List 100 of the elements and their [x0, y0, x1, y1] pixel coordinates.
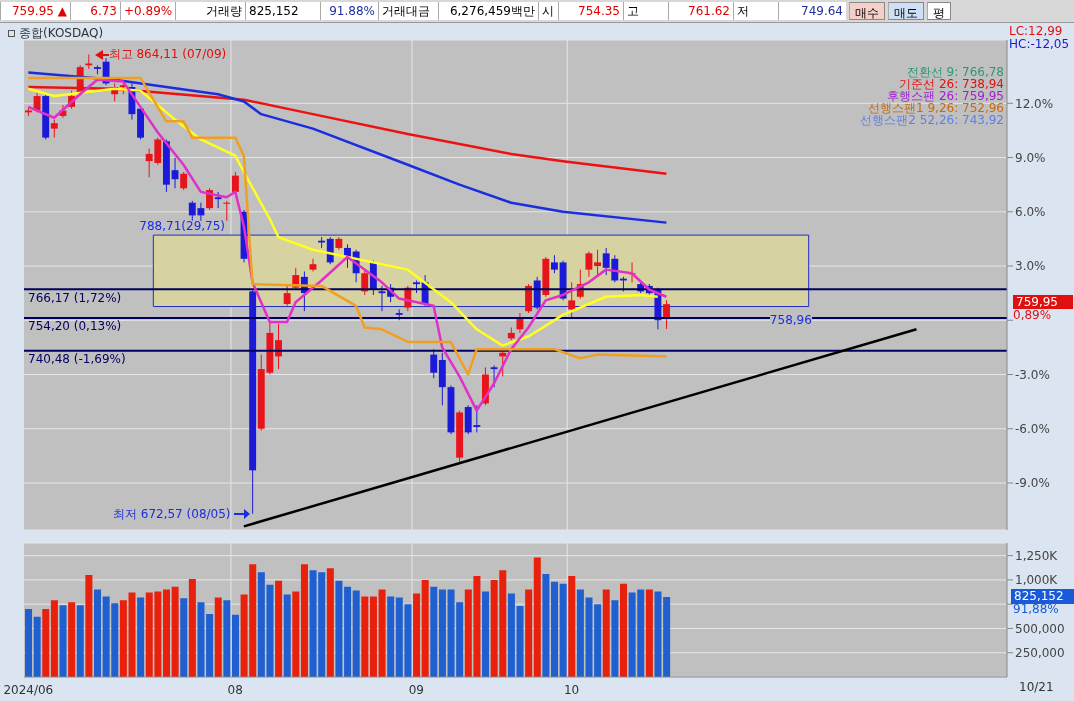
candlestick: [361, 269, 369, 296]
x-tick-label: 2024/06: [3, 682, 54, 697]
bar: [163, 589, 170, 677]
bar: [361, 596, 369, 677]
bar: [559, 583, 567, 677]
bar: [206, 613, 214, 677]
bar: [344, 586, 352, 677]
text: 매도: [888, 2, 924, 20]
text: 매수: [849, 2, 885, 20]
bar: [568, 576, 576, 677]
bar: [59, 605, 67, 677]
y-tick-label: 6.0%: [1015, 205, 1046, 220]
text: 754.35: [558, 2, 623, 20]
bar: [25, 609, 33, 677]
candlestick: [283, 285, 291, 307]
text: 6,276,459백만: [438, 2, 538, 20]
chart-title: 종합(KOSDAQ): [19, 25, 104, 42]
bar: [214, 597, 222, 677]
candlestick: [663, 299, 670, 330]
bar: [128, 592, 136, 677]
candlestick: [309, 258, 317, 272]
text: 825,152: [1011, 588, 1074, 604]
bar: [33, 616, 41, 677]
bar: [507, 593, 515, 677]
text: 거래대금: [378, 2, 438, 20]
candlestick: [568, 281, 576, 319]
bar: [76, 605, 84, 677]
y-tick-label: -3.0%: [1015, 367, 1050, 382]
bar: [430, 586, 438, 677]
text: 91,88%: [1013, 601, 1059, 616]
y-tick-label: 500,000: [1015, 621, 1065, 636]
bar: [352, 590, 360, 677]
text: 저: [733, 2, 778, 20]
ref-line-label: 754,20 (0,13%): [28, 319, 122, 334]
y-tick-label: -6.0%: [1015, 422, 1050, 437]
x-tick-label: 10: [563, 682, 580, 697]
bar: [275, 580, 283, 677]
bar: [645, 589, 653, 677]
annotation: 선행스팬1 9,26: 752,96: [867, 101, 1004, 115]
bar: [197, 602, 205, 677]
bar: [326, 568, 334, 677]
y-tick-label: 3.0%: [1015, 259, 1046, 274]
bar: [300, 564, 308, 677]
bar: [94, 589, 102, 677]
bar: [231, 614, 239, 677]
candlestick: [585, 251, 593, 278]
bar: [482, 591, 490, 677]
bar: [542, 574, 550, 677]
candlestick: [223, 200, 231, 222]
bar: [137, 597, 145, 677]
ref-line-label: 740,48 (-1,69%): [28, 352, 126, 367]
y-tick-label: 9.0%: [1015, 150, 1046, 165]
annotation: 기준선 26: 738,94: [899, 77, 1004, 91]
text: 749.64: [778, 2, 846, 20]
candlestick: [594, 249, 601, 276]
bar: [576, 589, 584, 677]
candlestick: [50, 119, 58, 139]
bar: [611, 600, 619, 677]
candlestick: [550, 254, 558, 274]
bar: [533, 557, 541, 677]
bar: [369, 596, 377, 677]
candlestick: [430, 348, 438, 379]
bar: [292, 591, 300, 677]
bar: [551, 581, 559, 677]
bar: [438, 589, 446, 677]
y-tick-label: 1,250K: [1015, 548, 1059, 563]
bar: [421, 579, 429, 677]
text: 91.88%: [320, 2, 378, 20]
y-tick-label: 12.0%: [1015, 96, 1054, 111]
text: 759.95 ▲: [0, 2, 70, 20]
text: 761.62: [668, 2, 733, 20]
y-tick-label: -9.0%: [1015, 476, 1050, 491]
ref-line-label: 766,17 (1,72%): [28, 290, 122, 305]
annotation: 최고 864,11 (07/09): [108, 46, 227, 64]
bar: [663, 596, 671, 677]
text: HC:-12,05: [1009, 37, 1070, 51]
bar: [119, 600, 127, 677]
bar: [413, 593, 421, 677]
bar: [283, 594, 291, 677]
text: +0.89%: [120, 2, 175, 20]
bar: [180, 598, 188, 677]
x-tick-label: 09: [408, 682, 424, 697]
bar: [42, 609, 50, 677]
bar: [602, 589, 610, 677]
annotation: 최저 672,57 (08/05): [112, 505, 231, 523]
y-tick-label: 1,000K: [1015, 573, 1059, 588]
band-label: 788,71(29,75): [139, 218, 226, 233]
text: 시: [538, 2, 558, 20]
bar: [188, 578, 196, 677]
bar: [85, 575, 93, 677]
bar: [654, 591, 662, 677]
bar: [525, 589, 533, 677]
annotation: 후행스팬 26: 759,95: [887, 89, 1004, 103]
annotation: 758,96: [769, 312, 812, 327]
text: 759,95: [1013, 295, 1073, 310]
text: 825,152: [245, 2, 320, 20]
bar: [68, 602, 76, 677]
bar: [378, 589, 386, 677]
text: 거래량: [175, 2, 245, 20]
annotation: 선행스팬2 52,26: 743,92: [860, 113, 1004, 127]
